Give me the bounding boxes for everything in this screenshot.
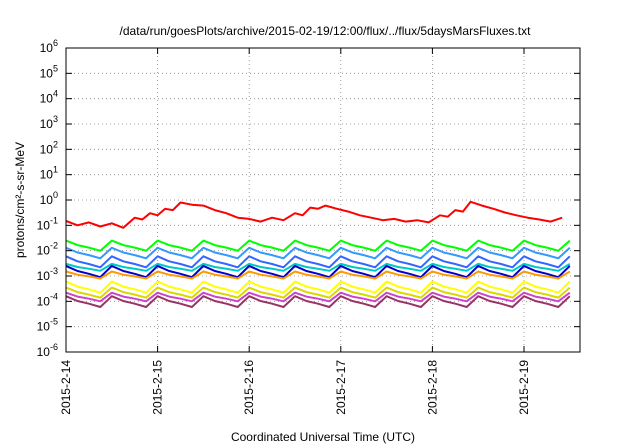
series-line-10 [65,291,571,303]
series-line-7 [65,270,571,280]
y-tick-label: 10-1 [37,215,58,232]
series-line-2 [65,239,571,252]
x-axis: 2015-2-14 2015-2-15 2015-2-16 2015-2-17 2015… [59,48,531,415]
series-line-6 [65,264,571,279]
y-tick-label: 101 [40,165,58,182]
y-tick-label: 10-4 [37,291,58,308]
y-tick-label: 106 [40,38,58,55]
series-line-1 [65,200,563,229]
x-tick-label: 2015-2-15 [151,360,165,415]
x-tick-label: 2015-2-19 [517,360,531,415]
series-line-9 [65,286,571,299]
y-axis: 10-6 10-5 10-4 10-3 10-2 10-1 100 101 102 103 104 1… [37,38,580,359]
series-line-4 [65,262,571,272]
y-axis-label: protons/cm²-s-sr-MeV [13,142,27,258]
y-tick-label: 10-5 [37,317,58,334]
x-tick-label: 2015-2-16 [242,360,256,415]
series-layer [65,200,571,308]
y-tick-label: 100 [40,190,58,207]
x-tick-label: 2015-2-17 [334,360,348,415]
x-tick-label: 2015-2-14 [59,360,73,415]
series-line-11 [65,295,571,308]
y-tick-label: 102 [40,139,58,156]
series-line-8 [65,280,571,294]
chart-title: /data/run/goesPlots/archive/2015-02-19/1… [120,24,532,38]
y-tick-label: 10-2 [37,241,58,258]
x-tick-label: 2015-2-18 [425,360,439,415]
y-tick-label: 105 [40,63,58,80]
x-axis-label: Coordinated Universal Time (UTC) [231,430,415,444]
y-tick-label: 103 [40,114,58,131]
y-tick-label: 104 [40,89,58,106]
y-tick-label: 10-6 [37,342,58,359]
y-tick-label: 10-3 [37,266,58,283]
series-line-5 [65,255,571,269]
series-line-3 [65,246,571,260]
